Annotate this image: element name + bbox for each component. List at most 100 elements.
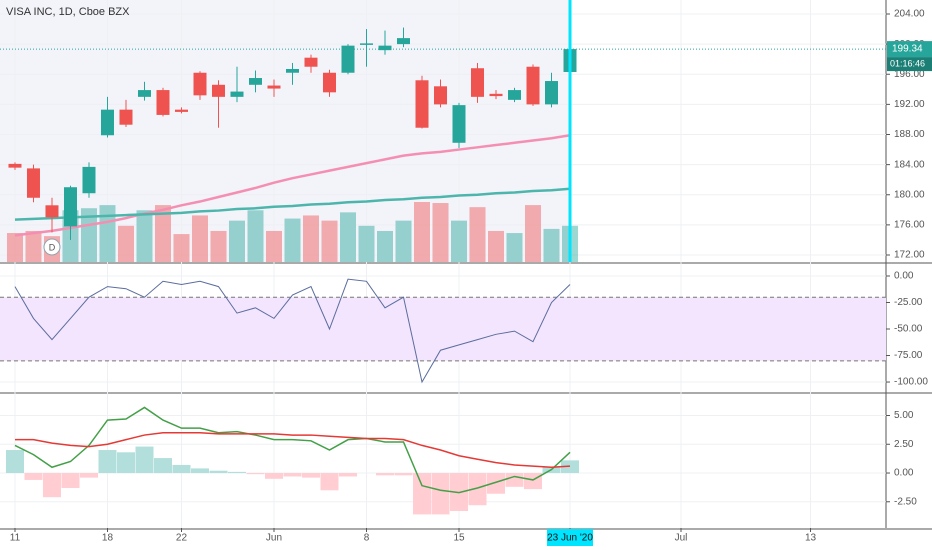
- oscillator-band: [0, 297, 886, 361]
- dividend-marker: [43, 238, 61, 256]
- y-tick-label: 196.00: [894, 69, 925, 80]
- volume-bar: [228, 220, 245, 262]
- candle-body: [341, 45, 355, 73]
- y-tick-label: 2.50: [894, 439, 914, 450]
- histogram-bar: [79, 473, 98, 478]
- x-tick-label: 8: [364, 533, 370, 544]
- x-tick-label: Jun: [266, 533, 282, 544]
- volume-bar: [395, 220, 412, 262]
- y-tick-label: 180.00: [894, 189, 925, 200]
- volume-bar: [525, 205, 542, 262]
- histogram-bar: [264, 473, 283, 479]
- candle-body: [545, 81, 559, 105]
- histogram-bar: [394, 473, 413, 476]
- histogram-bar: [338, 473, 357, 477]
- y-tick-label: 188.00: [894, 129, 925, 140]
- x-tick-label: 23 Jun '20: [547, 533, 593, 544]
- volume-bar: [136, 210, 153, 262]
- volume-bar: [469, 207, 486, 262]
- candle-body: [137, 90, 151, 97]
- candle-body: [174, 109, 188, 112]
- volume-bar: [377, 230, 394, 262]
- candle-body: [397, 38, 411, 45]
- candle-body: [471, 68, 485, 97]
- x-tick-label: 11: [10, 533, 21, 544]
- histogram-bar: [42, 473, 61, 498]
- cursor-label-bg: [547, 529, 594, 546]
- moving-average: [14, 134, 571, 237]
- histogram-bar: [505, 473, 524, 487]
- volume-bar: [265, 230, 282, 262]
- histogram-bar: [301, 473, 320, 478]
- volume-bar: [358, 225, 375, 262]
- histogram-bar: [246, 473, 265, 475]
- histogram-bar: [320, 473, 339, 491]
- candle-body: [359, 43, 373, 45]
- candle-body: [248, 78, 262, 85]
- candle-body: [156, 90, 170, 115]
- candle-body: [193, 72, 207, 96]
- y-tick-label: -2.50: [894, 496, 917, 507]
- candle-body: [8, 163, 22, 168]
- volume-bar: [506, 233, 523, 262]
- volume-bar: [173, 234, 190, 262]
- macd-line: [14, 406, 571, 494]
- volume-bar: [6, 233, 23, 262]
- histogram-bar: [431, 473, 450, 515]
- volume-bar: [154, 205, 171, 262]
- histogram-bar: [172, 464, 191, 474]
- volume-bar: [210, 230, 227, 262]
- y-tick-label: -75.00: [894, 350, 923, 361]
- x-tick-label: 22: [176, 533, 188, 544]
- y-tick-label: 0.00: [894, 271, 914, 282]
- y-tick-label: 0.00: [894, 468, 914, 479]
- candle-body: [489, 93, 503, 97]
- histogram-bar: [468, 473, 487, 506]
- oscillator-line: [14, 278, 571, 384]
- moving-average: [14, 187, 571, 221]
- histogram-bar: [227, 471, 246, 474]
- histogram-bar: [116, 452, 135, 474]
- countdown-box: [887, 57, 932, 72]
- histogram-bar: [283, 473, 302, 477]
- y-tick-label: 184.00: [894, 159, 925, 170]
- y-tick-label: 192.00: [894, 99, 925, 110]
- histogram-bar: [413, 473, 432, 515]
- candle-body: [26, 168, 40, 198]
- candle-body: [211, 84, 225, 97]
- dividend-label: D: [49, 242, 56, 252]
- candle-body: [230, 91, 244, 97]
- y-tick-label: 5.00: [894, 410, 914, 421]
- volume-bar: [414, 202, 431, 262]
- y-tick-label: 204.00: [894, 9, 925, 20]
- histogram-bar: [190, 468, 209, 474]
- candle-body: [267, 85, 281, 89]
- candle-body: [452, 105, 466, 143]
- histogram-bar: [61, 473, 80, 488]
- y-tick-label: 172.00: [894, 250, 925, 261]
- volume-bar: [284, 218, 301, 262]
- histogram-bar: [153, 458, 172, 474]
- volume-bar: [543, 228, 560, 262]
- volume-bar: [321, 220, 338, 262]
- volume-bar: [25, 230, 42, 262]
- candle-body: [378, 45, 392, 51]
- histogram-bar: [524, 473, 543, 490]
- candle-body: [415, 80, 429, 128]
- candle-body: [82, 166, 96, 194]
- x-tick-label: 13: [805, 533, 817, 544]
- histogram-bar: [98, 450, 117, 474]
- volume-bar: [99, 205, 116, 262]
- candle-body: [304, 57, 318, 67]
- histogram-bar: [209, 470, 228, 474]
- histogram-bar: [376, 473, 395, 476]
- candle-body: [119, 109, 133, 125]
- histogram-bar: [487, 473, 506, 494]
- countdown-label: 01:16:46: [890, 58, 925, 68]
- volume-bar: [432, 203, 449, 262]
- volume-bar: [247, 210, 264, 262]
- volume-bar: [191, 215, 208, 262]
- candle-body: [100, 109, 114, 136]
